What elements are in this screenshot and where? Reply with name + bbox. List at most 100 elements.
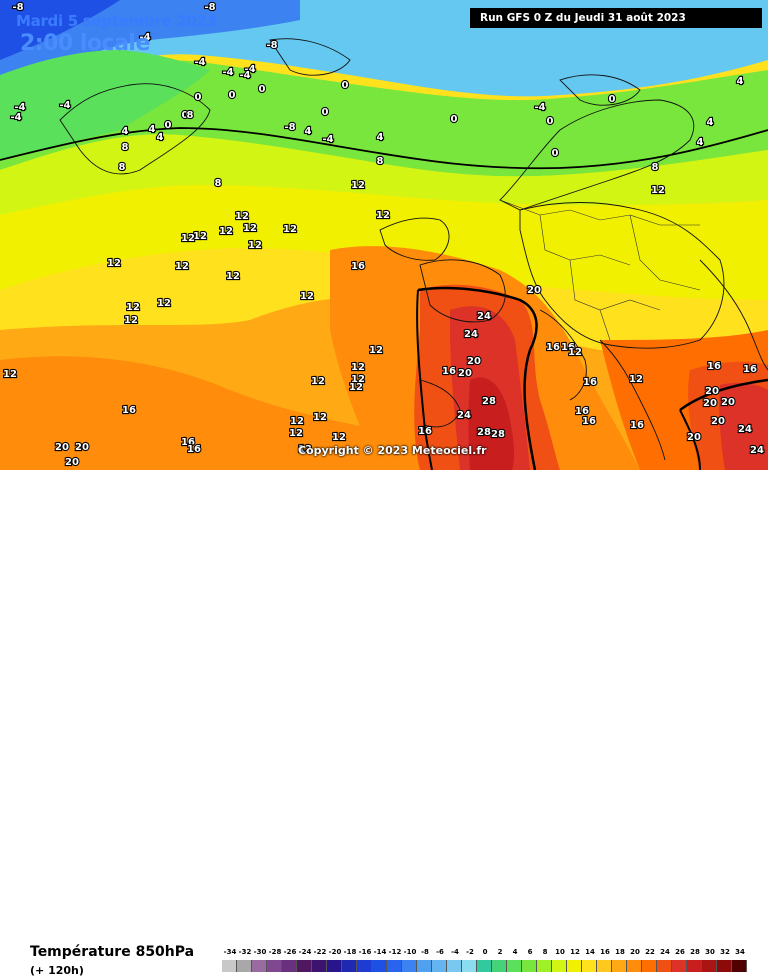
temperature-label: 12 [124, 315, 138, 326]
temperature-label: 12 [3, 369, 17, 380]
temperature-label: 8 [122, 142, 129, 153]
temperature-label: 28 [477, 427, 491, 438]
legend-value: -24 [298, 948, 312, 956]
legend-swatch [657, 960, 672, 972]
temperature-label: -4 [239, 70, 250, 81]
temperature-label: 12 [300, 291, 314, 302]
temperature-label: 24 [464, 329, 478, 340]
legend-value: 26 [675, 948, 685, 956]
temperature-label: 12 [351, 180, 365, 191]
temperature-label: 0 [451, 114, 458, 125]
temperature-label: 12 [126, 302, 140, 313]
temperature-label: 8 [119, 162, 126, 173]
legend-value: -20 [328, 948, 342, 956]
legend-swatch [687, 960, 702, 972]
temperature-label: 16 [442, 366, 456, 377]
temperature-label: -4 [194, 57, 205, 68]
temperature-label: 12 [351, 362, 365, 373]
legend-swatch [402, 960, 417, 972]
temperature-label: 12 [568, 347, 582, 358]
temperature-label: 8 [377, 156, 384, 167]
legend-value: -2 [466, 948, 474, 956]
temperature-label: 12 [290, 416, 304, 427]
temperature-label: -4 [222, 67, 233, 78]
legend-value: 34 [735, 948, 745, 956]
legend-value: -14 [373, 948, 387, 956]
legend-value: -30 [253, 948, 267, 956]
temperature-label: 12 [629, 374, 643, 385]
temperature-label: 20 [55, 442, 69, 453]
legend-swatch [387, 960, 402, 972]
legend-value: -6 [436, 948, 444, 956]
temperature-label: 4 [149, 124, 156, 135]
temperature-label: 16 [561, 342, 575, 353]
temperature-label: 12 [332, 432, 346, 443]
forecast-date: Mardi 5 septembre 2023 [16, 12, 217, 30]
temperature-label: 12 [226, 271, 240, 282]
temperature-label: 8 [187, 110, 194, 121]
legend-swatch [357, 960, 372, 972]
temperature-label: 0 [259, 84, 266, 95]
temperature-label: -4 [139, 32, 150, 43]
legend-value: 28 [690, 948, 700, 956]
temperature-label: 16 [187, 444, 201, 455]
temperature-label: 0 [342, 80, 349, 91]
temperature-label: 4 [707, 117, 714, 128]
legend-swatch [282, 960, 297, 972]
legend-swatch [432, 960, 447, 972]
temperature-label: -8 [284, 122, 295, 133]
temperature-label: 16 [582, 416, 596, 427]
temperature-label: 12 [181, 233, 195, 244]
temperature-label: 12 [311, 376, 325, 387]
temperature-label: 12 [369, 345, 383, 356]
temperature-label: 0 [182, 110, 189, 121]
legend-swatch [537, 960, 552, 972]
temperature-label: 24 [750, 445, 764, 456]
legend-swatch [642, 960, 657, 972]
legend-swatch [297, 960, 312, 972]
temperature-label: 20 [467, 356, 481, 367]
temperature-label: 16 [546, 342, 560, 353]
legend-value: 16 [600, 948, 610, 956]
temperature-label: 4 [737, 76, 744, 87]
temperature-label: 12 [219, 226, 233, 237]
temperature-label: 20 [711, 416, 725, 427]
temperature-label: -4 [322, 134, 333, 145]
temperature-label: 12 [243, 223, 257, 234]
temperature-label: -4 [10, 112, 21, 123]
legend-swatch [612, 960, 627, 972]
temperature-label: 16 [743, 364, 757, 375]
temperature-label: 0 [195, 92, 202, 103]
legend-value: 24 [660, 948, 670, 956]
legend-value: 14 [585, 948, 595, 956]
temperature-label: -4 [534, 102, 545, 113]
legend-value: -12 [388, 948, 402, 956]
legend-swatch [522, 960, 537, 972]
temperature-label: 8 [652, 162, 659, 173]
legend-value: -18 [343, 948, 357, 956]
legend-swatch [597, 960, 612, 972]
temperature-label: 20 [721, 397, 735, 408]
legend-swatch [732, 960, 747, 972]
temperature-label: 0 [547, 116, 554, 127]
legend-swatch [477, 960, 492, 972]
legend-swatch [567, 960, 582, 972]
temperature-label: -8 [12, 2, 23, 13]
legend-value: -8 [421, 948, 429, 956]
temperature-label: 4 [305, 126, 312, 137]
temperature-label: 28 [482, 396, 496, 407]
legend-swatch [252, 960, 267, 972]
temperature-label: 20 [65, 457, 79, 468]
temperature-label: 24 [738, 424, 752, 435]
legend-swatch [267, 960, 282, 972]
temperature-label: 12 [289, 428, 303, 439]
temperature-label: 12 [283, 224, 297, 235]
legend-value: 12 [570, 948, 580, 956]
legend-value: -10 [403, 948, 417, 956]
temperature-label: 16 [418, 426, 432, 437]
temperature-label: 12 [193, 231, 207, 242]
legend-swatch [717, 960, 732, 972]
temperature-label: 16 [575, 406, 589, 417]
temperature-map: -8 -8 -4 -4 -4 -8 -4 -4 -4 -4 0 0 0 0 -4 4 0 0 -4 0 4 0 -8 4 -4 4… [0, 0, 768, 470]
